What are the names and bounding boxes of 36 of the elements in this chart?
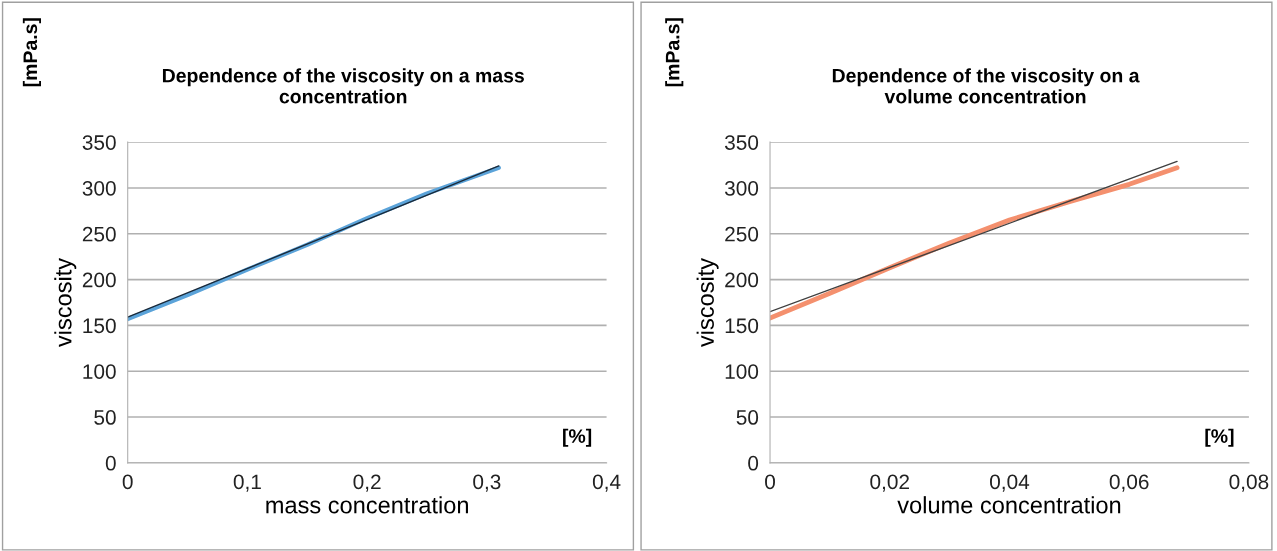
annotation: [%] — [1205, 428, 1234, 447]
y-tick-label: 150 — [725, 318, 759, 334]
x-tick-label: 0 — [765, 474, 776, 490]
y-tick-label: 50 — [94, 410, 116, 425]
chart-title: Dependence of the viscosity on a volume concentration — [832, 68, 1140, 104]
text: [mPa.s] — [665, 18, 684, 87]
y-tick-label: 50 — [736, 410, 759, 425]
x-axis-title: mass concentration — [266, 496, 468, 514]
chart-title: Dependence of the viscosity on a mass concentration — [162, 68, 524, 104]
x-tick-label: 0,4 — [592, 474, 621, 492]
x-tick-label: 0,02 — [870, 474, 909, 492]
y-tick-label: 0 — [105, 455, 116, 471]
y-tick-label: 300 — [724, 180, 759, 196]
y-tick-label: 150 — [83, 318, 116, 334]
y-tick-label: 300 — [82, 180, 116, 196]
y-axis-title: viscosity — [54, 257, 77, 348]
x-tick-label: 0,3 — [473, 474, 501, 492]
y-tick-label: 200 — [725, 272, 759, 288]
y-tick-label: 200 — [82, 272, 116, 288]
y-tick-label: 250 — [82, 226, 116, 242]
y-tick-label: 250 — [725, 226, 759, 242]
x-tick-label: 0,1 — [233, 474, 261, 492]
annotation: [%] — [563, 428, 592, 447]
x-tick-label: 0,08 — [1229, 474, 1269, 492]
x-tick-label: 0,2 — [353, 474, 381, 492]
y-tick-label: 350 — [82, 135, 116, 150]
y-axis-title: viscosity — [696, 257, 719, 348]
y-tick-label: 100 — [83, 364, 116, 379]
x-tick-label: 0 — [122, 474, 133, 490]
text: [mPa.s] — [22, 18, 41, 87]
x-axis-title: volume concentration — [897, 496, 1121, 514]
x-tick-label: 0,04 — [990, 474, 1030, 492]
x-tick-label: 0,06 — [1109, 474, 1149, 492]
y-tick-label: 350 — [724, 135, 759, 150]
y-tick-label: 0 — [748, 455, 759, 471]
y-tick-label: 100 — [725, 364, 759, 379]
